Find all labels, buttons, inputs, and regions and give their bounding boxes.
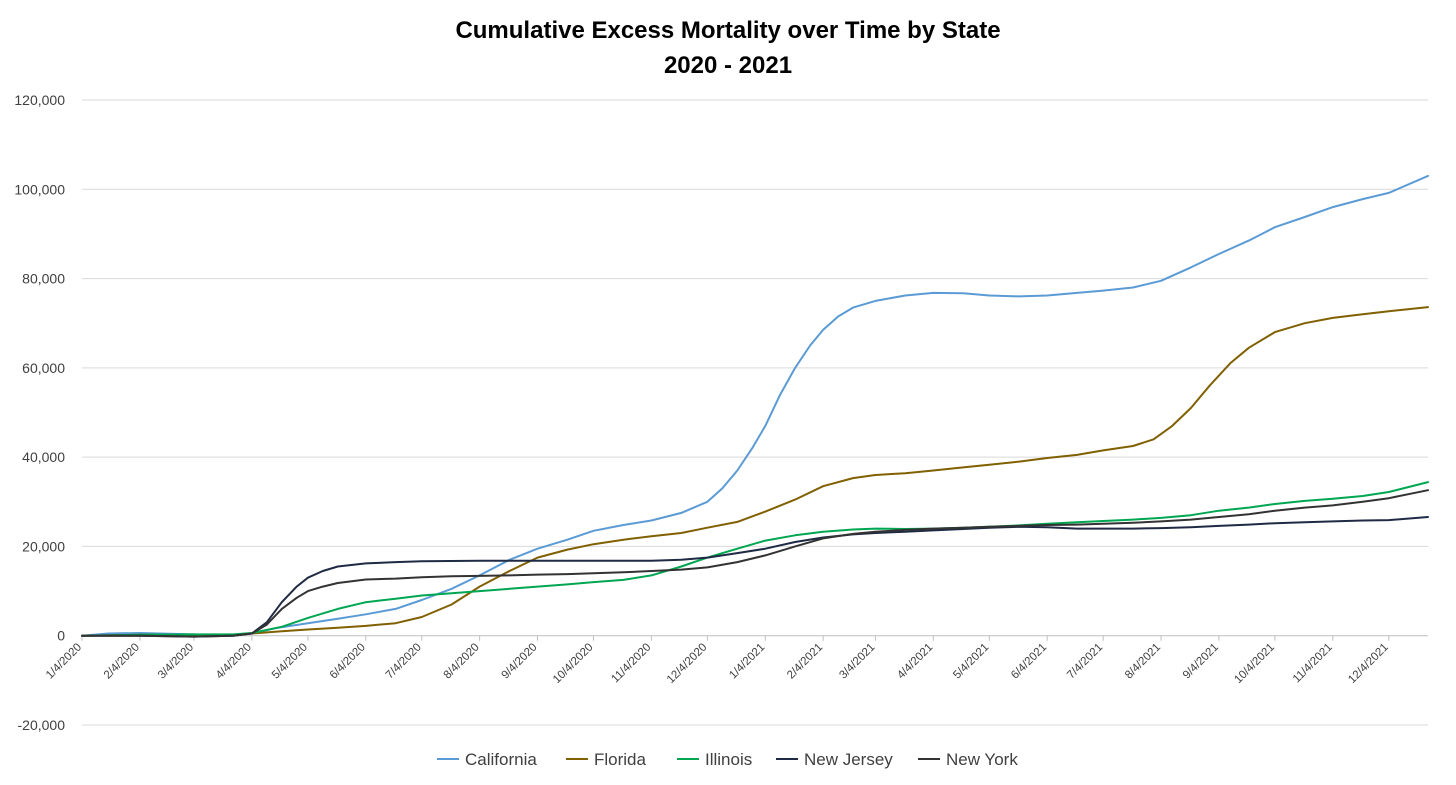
series-lines (81, 174, 1429, 638)
y-tick-label: 20,000 (22, 538, 65, 554)
chart-subtitle: 2020 - 2021 (664, 52, 792, 79)
series-line-illinois (81, 481, 1429, 637)
legend-label: California (465, 750, 537, 769)
y-tick-label: 0 (57, 628, 65, 644)
legend-label: New Jersey (804, 750, 893, 769)
legend-label: New York (946, 750, 1018, 769)
legend: California Florida Illinois New Jersey New Y… (437, 750, 1018, 769)
chart-title: Cumulative Excess Mortality over Time by… (455, 17, 1000, 44)
legend-label: Florida (594, 750, 647, 769)
y-tick-label: 40,000 (22, 449, 65, 465)
y-axis-tick-labels: -20,000 0 20,000 40,000 60,000 80,000 100,000 1… (14, 92, 65, 733)
y-tick-label: 100,000 (14, 181, 65, 197)
series-line-new-york (81, 489, 1429, 638)
y-tick-label: -20,000 (18, 717, 66, 733)
y-tick-label: 80,000 (22, 271, 65, 287)
y-tick-label: 60,000 (22, 360, 65, 376)
series-line-new-jersey (81, 516, 1429, 638)
series-line-california (81, 174, 1429, 637)
series-line-florida (81, 306, 1429, 637)
y-tick-label: 120,000 (14, 92, 65, 108)
gridlines (82, 99, 1428, 726)
legend-label: Illinois (705, 750, 752, 769)
